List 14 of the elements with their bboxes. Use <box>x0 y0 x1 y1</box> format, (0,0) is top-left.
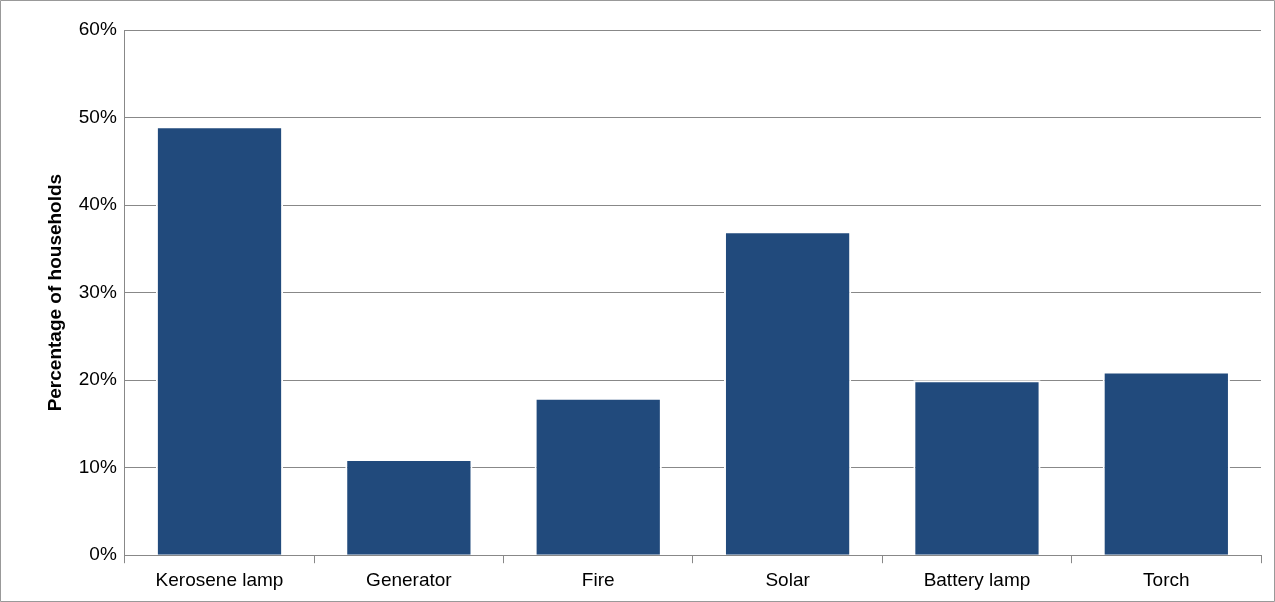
y-tick-label: 60% <box>78 18 117 40</box>
y-axis-title: Percentage of households <box>43 173 65 412</box>
y-tick-label: 20% <box>78 368 117 390</box>
x-tick-label: Fire <box>581 568 615 590</box>
y-tick-label: 50% <box>78 105 117 127</box>
x-tick-label: Kerosene lamp <box>155 568 284 590</box>
x-tick-label: Battery lamp <box>923 568 1031 590</box>
x-tick-label: Generator <box>366 568 453 590</box>
y-tick-label: 40% <box>78 193 117 215</box>
y-tick-label: 10% <box>78 455 117 477</box>
y-tick-label: 30% <box>78 280 117 302</box>
x-tick-label: Torch <box>1143 568 1190 590</box>
y-tick-label: 0% <box>89 543 117 565</box>
x-tick-label: Solar <box>765 568 811 590</box>
